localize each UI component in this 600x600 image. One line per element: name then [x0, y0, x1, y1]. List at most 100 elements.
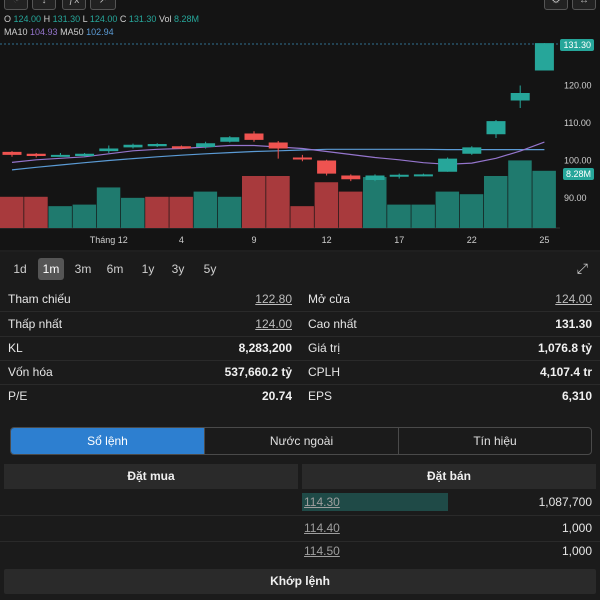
- stat-value: 124.00: [255, 317, 292, 331]
- open-value: 124.00: [13, 14, 42, 24]
- x-tick-label: 9: [251, 235, 256, 245]
- candle-body: [268, 142, 288, 149]
- period-5y[interactable]: 5y: [203, 262, 217, 276]
- order-price: 114.30: [304, 495, 340, 509]
- stat-value: 131.30: [555, 317, 592, 331]
- stat-label: Cao nhất: [308, 317, 357, 331]
- high-value: 131.30: [52, 14, 81, 24]
- volume-bar: [242, 176, 266, 228]
- stat-value: 537,660.2 tỷ: [224, 365, 292, 379]
- low-label: L: [82, 14, 88, 24]
- x-tick-label: 4: [179, 235, 184, 245]
- low-value: 124.00: [89, 14, 118, 24]
- x-tick-label: 22: [467, 235, 477, 245]
- stat-gia-tri: Giá trị 1,076.8 tỷ: [308, 336, 592, 360]
- fx-icon[interactable]: ƒx: [62, 0, 86, 10]
- volume-bar: [72, 204, 97, 228]
- candle-body: [220, 137, 240, 142]
- ma50-label: MA50: [60, 27, 84, 37]
- share-icon[interactable]: ↔: [572, 0, 596, 10]
- divider: [0, 360, 600, 361]
- expand-icon[interactable]: ⤢: [576, 260, 588, 276]
- ma-legend: MA10 104.93 MA50 102.94: [4, 27, 114, 37]
- order-row[interactable]: 114.50 1,000: [0, 538, 600, 564]
- stat-label: KL: [8, 341, 23, 355]
- candle-body: [196, 143, 216, 147]
- indicator-icon[interactable]: ↗: [90, 0, 116, 10]
- close-label: C: [119, 14, 127, 24]
- period-1d[interactable]: 1d: [13, 262, 27, 276]
- volume-bar: [532, 170, 556, 228]
- buy-header: Đặt mua: [4, 464, 298, 489]
- detail-tabs: Sổ lệnh Nước ngoài Tín hiệu: [10, 427, 592, 455]
- stat-kl: KL 8,283,200: [8, 336, 292, 360]
- period-3m[interactable]: 3m: [74, 262, 92, 276]
- candle-body: [486, 121, 506, 135]
- matched-orders-header[interactable]: Khớp lệnh: [4, 569, 596, 594]
- x-tick-label: 12: [322, 235, 332, 245]
- ma10-value: 104.93: [30, 27, 58, 37]
- stat-pe: P/E 20.74: [8, 384, 292, 408]
- volume-bar: [169, 196, 193, 228]
- candle-body: [123, 144, 143, 148]
- volume-bar: [48, 206, 72, 228]
- candle-body: [534, 43, 554, 71]
- tab-nuoc-ngoai[interactable]: Nước ngoài: [269, 434, 334, 448]
- candlestick-icon[interactable]: ↕: [32, 0, 56, 10]
- volume-bar: [435, 191, 460, 228]
- candle-body: [50, 154, 70, 157]
- volume-bar: [121, 197, 145, 228]
- stat-label: P/E: [8, 389, 28, 403]
- divider: [0, 515, 600, 516]
- stat-mo-cua: Mở cửa 124.00: [308, 287, 592, 311]
- stat-eps: EPS 6,310: [308, 384, 592, 408]
- volume-bar: [484, 176, 508, 228]
- stat-label: Thấp nhất: [8, 317, 63, 331]
- candle-body: [317, 160, 337, 174]
- candle-body: [171, 146, 191, 149]
- stat-value: 1,076.8 tỷ: [537, 341, 592, 355]
- candle-body: [510, 93, 530, 101]
- stat-label: CPLH: [308, 365, 341, 379]
- period-1m[interactable]: 1m: [38, 258, 64, 280]
- y-tick-label: 120.00: [564, 81, 592, 91]
- volume-bar: [363, 177, 387, 228]
- stat-cao-nhat: Cao nhất 131.30: [308, 312, 592, 336]
- y-tick-label: 110.00: [564, 118, 591, 128]
- order-row[interactable]: 114.40 1,000: [0, 515, 600, 541]
- order-row[interactable]: 114.30 1,087,700: [0, 489, 600, 515]
- period-3y[interactable]: 3y: [171, 262, 185, 276]
- settings-icon[interactable]: ⚙: [544, 0, 568, 10]
- volume-bar: [314, 182, 339, 228]
- candle-body: [147, 144, 167, 147]
- cursor-icon[interactable]: ◔: [4, 0, 28, 10]
- order-volume: 1,000: [561, 544, 592, 558]
- volume-bar: [193, 191, 218, 228]
- stat-von-hoa: Vốn hóa 537,660.2 tỷ: [8, 360, 292, 384]
- volume-bar: [338, 191, 363, 228]
- stat-cplh: CPLH 4,107.4 tr: [308, 360, 592, 384]
- candle-body: [2, 151, 22, 155]
- x-tick-label: Tháng 12: [90, 235, 128, 245]
- volume-bar: [0, 196, 24, 228]
- high-label: H: [43, 14, 51, 24]
- stat-value: 124.00: [555, 292, 592, 306]
- period-1y[interactable]: 1y: [141, 262, 155, 276]
- candle-body: [292, 157, 312, 160]
- period-6m[interactable]: 6m: [106, 262, 124, 276]
- stat-label: Tham chiếu: [8, 292, 71, 306]
- volume-bar: [387, 204, 411, 228]
- tab-so-lenh[interactable]: Sổ lệnh: [11, 428, 204, 454]
- divider: [0, 541, 600, 542]
- stat-value: 4,107.4 tr: [539, 365, 592, 379]
- candle-body: [438, 158, 458, 172]
- candle-body: [75, 153, 95, 156]
- ma10-label: MA10: [4, 27, 28, 37]
- period-selector: 1d 1m 3m 6m 1y 3y 5y ⤢: [0, 258, 600, 282]
- volume-bar: [145, 196, 169, 228]
- stat-value: 6,310: [561, 389, 592, 403]
- order-volume: 1,000: [561, 521, 592, 535]
- tab-tin-hieu[interactable]: Tín hiệu: [473, 434, 517, 448]
